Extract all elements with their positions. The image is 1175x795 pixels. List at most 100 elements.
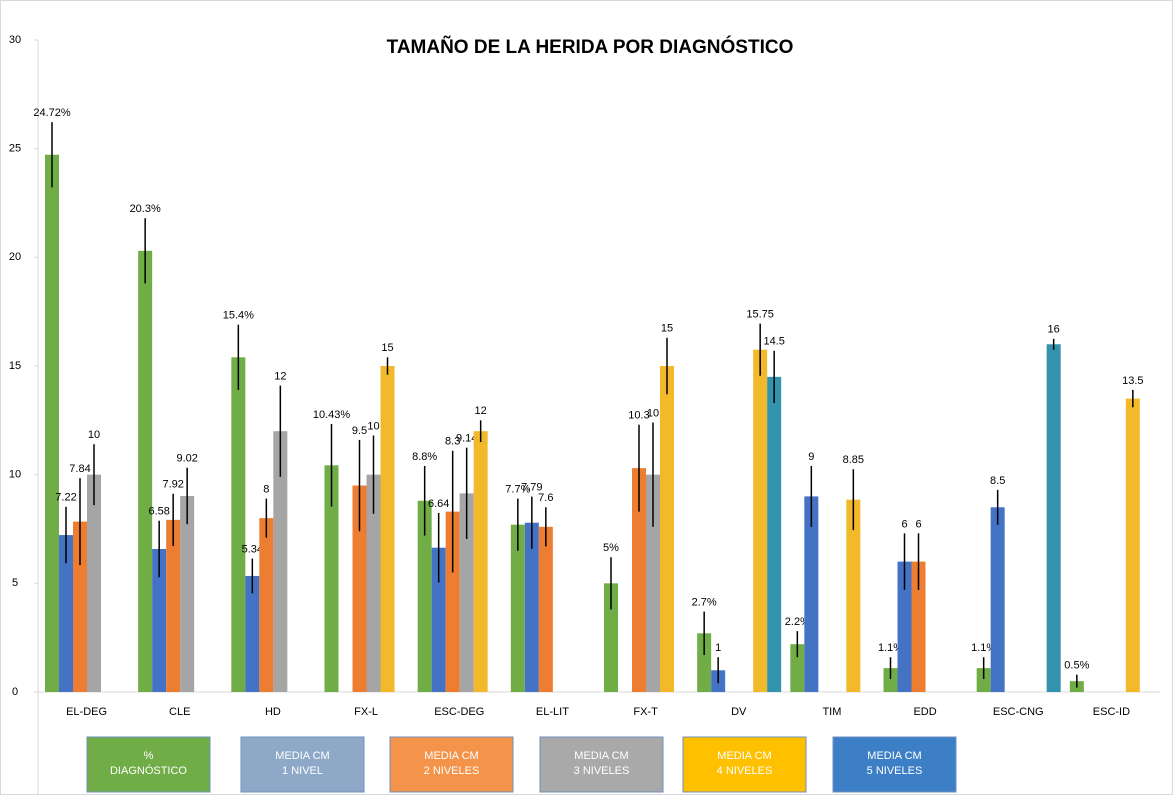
legend-label: MEDIA CM 1 NIVEL bbox=[275, 750, 329, 777]
bar bbox=[380, 366, 395, 692]
bar bbox=[59, 535, 73, 692]
data-label: 15.75 bbox=[746, 309, 774, 321]
data-label: 9.5 bbox=[352, 425, 367, 437]
legend-item: MEDIA CM 2 NIVELES bbox=[389, 736, 514, 793]
bar bbox=[846, 499, 861, 692]
data-label: 9.02 bbox=[176, 453, 197, 465]
data-label: 7.6 bbox=[538, 492, 553, 504]
bar bbox=[897, 561, 912, 692]
data-label: 6.64 bbox=[428, 498, 449, 510]
x-tick-label: EDD bbox=[913, 706, 936, 718]
data-label: 2.2% bbox=[785, 616, 810, 628]
bar bbox=[324, 465, 339, 692]
chart-title: TAMAÑO DE LA HERIDA POR DIAGNÓSTICO bbox=[387, 36, 794, 58]
x-tick-label: TIM bbox=[822, 706, 841, 718]
bar bbox=[152, 548, 167, 692]
bar bbox=[459, 493, 474, 692]
legend-swatch bbox=[682, 736, 807, 793]
legend-swatch bbox=[389, 736, 514, 793]
data-label: 15.4% bbox=[223, 310, 254, 322]
bar bbox=[646, 474, 660, 692]
legend-swatch bbox=[832, 736, 957, 793]
bar bbox=[804, 496, 819, 692]
data-label: 9 bbox=[808, 451, 814, 463]
data-label: 6 bbox=[915, 518, 921, 530]
y-tick-label: 20 bbox=[9, 251, 21, 263]
data-label: 0.5% bbox=[1064, 660, 1089, 672]
x-tick-label: CLE bbox=[169, 706, 190, 718]
data-label: 7.92 bbox=[162, 479, 183, 491]
y-tick-label: 15 bbox=[9, 360, 21, 372]
legend-label: % DIAGNÓSTICO bbox=[110, 750, 187, 777]
y-tick-label: 0 bbox=[12, 686, 18, 698]
data-label: 1 bbox=[715, 642, 721, 654]
bar bbox=[1046, 344, 1061, 692]
bar bbox=[366, 474, 381, 692]
legend-label: MEDIA CM 5 NIVELES bbox=[867, 750, 923, 777]
bar bbox=[231, 357, 246, 692]
bar bbox=[767, 376, 782, 692]
bar bbox=[352, 485, 367, 692]
data-label: 10 bbox=[88, 429, 100, 441]
data-label: 24.72% bbox=[33, 107, 71, 119]
bar bbox=[990, 507, 1005, 692]
data-label: 7.7% bbox=[505, 483, 530, 495]
bar bbox=[73, 521, 87, 692]
bar bbox=[538, 526, 553, 692]
bar bbox=[445, 511, 460, 692]
bar bbox=[510, 524, 525, 692]
data-label: 10.43% bbox=[313, 409, 351, 421]
bar bbox=[604, 583, 618, 692]
bar bbox=[697, 633, 712, 692]
legend-label: MEDIA CM 3 NIVELES bbox=[574, 750, 630, 777]
bar bbox=[473, 431, 488, 692]
x-tick-label: ESC-CNG bbox=[993, 706, 1044, 718]
bar bbox=[911, 561, 926, 692]
data-label: 8.85 bbox=[843, 454, 864, 466]
x-tick-label: EL-DEG bbox=[66, 706, 107, 718]
x-tick-label: FX-T bbox=[633, 706, 658, 718]
data-label: 13.5 bbox=[1122, 375, 1143, 387]
legend-item: MEDIA CM 4 NIVELES bbox=[682, 736, 807, 793]
data-label: 15 bbox=[381, 342, 393, 354]
data-label: 6.58 bbox=[148, 506, 169, 518]
y-tick-label: 10 bbox=[9, 469, 21, 481]
bar bbox=[45, 154, 59, 692]
bar bbox=[259, 518, 274, 692]
bar bbox=[632, 468, 646, 692]
bar bbox=[87, 474, 101, 692]
data-label: 7.22 bbox=[55, 492, 76, 504]
bar bbox=[431, 547, 446, 692]
bar bbox=[524, 522, 539, 692]
legend-item: % DIAGNÓSTICO bbox=[86, 736, 211, 793]
legend-swatch bbox=[539, 736, 664, 793]
bar bbox=[790, 644, 805, 692]
y-tick-label: 30 bbox=[9, 34, 21, 46]
bar bbox=[180, 495, 195, 692]
bar bbox=[138, 250, 153, 692]
data-label: 8.5 bbox=[990, 475, 1005, 487]
data-label: 10.3 bbox=[628, 410, 649, 422]
legend-item: MEDIA CM 5 NIVELES bbox=[832, 736, 957, 793]
data-label: 8.8% bbox=[412, 451, 437, 463]
x-tick-label: ESC-ID bbox=[1093, 706, 1130, 718]
legend-item: MEDIA CM 1 NIVEL bbox=[240, 736, 365, 793]
bar bbox=[166, 519, 181, 692]
bar bbox=[417, 500, 432, 692]
data-label: 1.1% bbox=[878, 642, 903, 654]
bar bbox=[660, 366, 674, 692]
data-label: 7.84 bbox=[69, 463, 90, 475]
x-tick-label: DV bbox=[731, 706, 747, 718]
x-tick-label: ESC-DEG bbox=[434, 706, 484, 718]
y-tick-label: 25 bbox=[9, 143, 21, 155]
legend-swatch bbox=[240, 736, 365, 793]
x-tick-label: EL-LIT bbox=[536, 706, 569, 718]
data-label: 5.34 bbox=[242, 543, 263, 555]
data-label: 12 bbox=[475, 405, 487, 417]
data-label: 12 bbox=[274, 370, 286, 382]
data-label: 5% bbox=[603, 542, 619, 554]
data-label: 8.3 bbox=[445, 436, 460, 448]
data-label: 20.3% bbox=[130, 203, 161, 215]
data-label: 9.14 bbox=[456, 433, 477, 445]
bar bbox=[245, 575, 260, 692]
